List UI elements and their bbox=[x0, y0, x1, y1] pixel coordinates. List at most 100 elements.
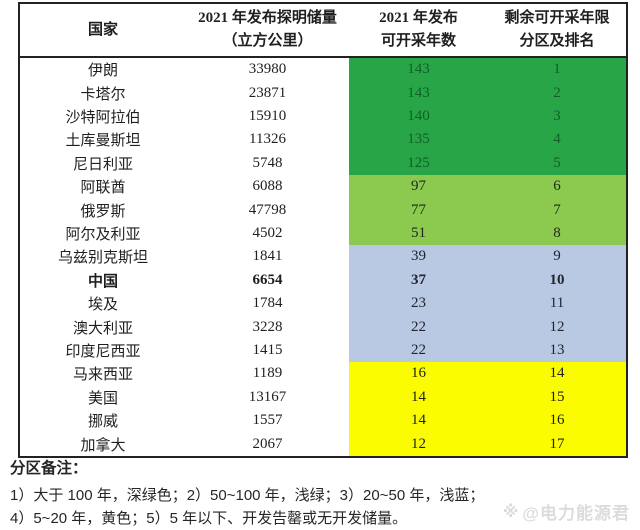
reserves-cell: 4502 bbox=[252, 225, 283, 242]
table-row: 卡塔尔 23871 143 2 bbox=[20, 81, 626, 105]
rank-cell: 3 bbox=[488, 104, 626, 129]
years-cell: 37 bbox=[349, 268, 488, 293]
rank-cell: 11 bbox=[488, 292, 626, 316]
watermark-logo-icon: ※ bbox=[502, 503, 520, 521]
country-cell: 澳大利亚 bbox=[72, 320, 133, 337]
table-row: 尼日利亚 5748 125 5 bbox=[20, 151, 626, 176]
table-row: 加拿大 2067 12 17 bbox=[20, 432, 626, 456]
header-reserves-line1: 2021 年发布探明储量 bbox=[198, 10, 337, 26]
years-cell: 77 bbox=[349, 198, 488, 222]
country-cell: 乌兹别克斯坦 bbox=[57, 250, 148, 267]
years-cell: 135 bbox=[349, 128, 488, 152]
rank-cell: 16 bbox=[488, 409, 626, 433]
rank-cell: 5 bbox=[488, 151, 626, 176]
table-row: 土库曼斯坦 11326 135 4 bbox=[20, 128, 626, 152]
years-cell: 39 bbox=[349, 245, 488, 269]
country-cell: 埃及 bbox=[87, 297, 118, 314]
rank-cell: 13 bbox=[488, 338, 626, 363]
years-cell: 16 bbox=[349, 362, 488, 386]
table-row: 中国 6654 37 10 bbox=[20, 268, 626, 293]
rank-cell: 8 bbox=[488, 221, 626, 246]
gas-reserves-table: 国家 2021 年发布探明储量 （立方公里） 2021 年发布 可开采年数 剩余… bbox=[18, 2, 628, 458]
country-cell: 加拿大 bbox=[80, 437, 126, 454]
watermark: ※ @电力能源君 bbox=[503, 499, 630, 524]
table-row: 阿尔及利亚 4502 51 8 bbox=[20, 221, 626, 246]
rank-cell: 1 bbox=[488, 58, 626, 82]
rank-cell: 7 bbox=[488, 198, 626, 222]
header-country-label: 国家 bbox=[87, 21, 118, 38]
years-cell: 12 bbox=[349, 432, 488, 456]
header-years-line1: 2021 年发布 bbox=[379, 10, 458, 26]
reserves-cell: 6654 bbox=[252, 271, 283, 288]
country-cell: 土库曼斯坦 bbox=[65, 133, 141, 150]
rank-cell: 12 bbox=[488, 315, 626, 339]
header-reserves-line2: （立方公里） bbox=[222, 33, 313, 49]
reserves-cell: 33980 bbox=[248, 61, 287, 78]
header-reserves: 2021 年发布探明储量 （立方公里） bbox=[186, 4, 349, 56]
reserves-cell: 1557 bbox=[252, 412, 283, 429]
reserves-cell: 1415 bbox=[252, 342, 283, 359]
header-rank: 剩余可开采年限 分区及排名 bbox=[488, 4, 626, 56]
table-row: 阿联酋 6088 97 6 bbox=[20, 175, 626, 199]
legend-line-2: 4）5~20 年，黄色；5）5 年以下、开发告罄或无开发储量。 bbox=[10, 510, 408, 527]
country-cell: 尼日利亚 bbox=[72, 156, 133, 173]
reserves-cell: 6088 bbox=[252, 178, 283, 195]
years-cell: 14 bbox=[349, 409, 488, 433]
table-row: 马来西亚 1189 16 14 bbox=[20, 362, 626, 386]
country-cell: 阿联酋 bbox=[80, 180, 126, 197]
reserves-cell: 13167 bbox=[248, 388, 287, 405]
reserves-cell: 1841 bbox=[252, 248, 283, 265]
reserves-cell: 1189 bbox=[252, 365, 283, 382]
reserves-cell: 15910 bbox=[248, 108, 287, 125]
table-row: 澳大利亚 3228 22 12 bbox=[20, 315, 626, 339]
rank-cell: 10 bbox=[488, 268, 626, 293]
rank-cell: 4 bbox=[488, 128, 626, 152]
years-cell: 143 bbox=[349, 58, 488, 82]
table-row: 美国 13167 14 15 bbox=[20, 385, 626, 410]
years-cell: 125 bbox=[349, 151, 488, 176]
header-country: 国家 bbox=[20, 4, 186, 56]
rank-cell: 17 bbox=[488, 432, 626, 456]
rank-cell: 6 bbox=[488, 175, 626, 199]
table-row: 乌兹别克斯坦 1841 39 9 bbox=[20, 245, 626, 269]
country-cell: 挪威 bbox=[87, 414, 118, 431]
years-cell: 14 bbox=[349, 385, 488, 410]
years-cell: 97 bbox=[349, 175, 488, 199]
rank-cell: 15 bbox=[488, 385, 626, 410]
header-rank-line2: 分区及排名 bbox=[519, 33, 595, 49]
table-header-row: 国家 2021 年发布探明储量 （立方公里） 2021 年发布 可开采年数 剩余… bbox=[20, 4, 626, 58]
country-cell: 俄罗斯 bbox=[80, 203, 126, 220]
reserves-cell: 5748 bbox=[252, 154, 283, 171]
country-cell: 沙特阿拉伯 bbox=[65, 110, 141, 127]
years-cell: 140 bbox=[349, 104, 488, 129]
country-cell: 马来西亚 bbox=[72, 367, 133, 384]
header-rank-line1: 剩余可开采年限 bbox=[504, 10, 610, 26]
years-cell: 143 bbox=[349, 81, 488, 105]
reserves-cell: 2067 bbox=[252, 435, 283, 452]
reserves-cell: 3228 bbox=[252, 318, 283, 335]
years-cell: 22 bbox=[349, 315, 488, 339]
reserves-cell: 47798 bbox=[248, 201, 287, 218]
country-cell: 阿尔及利亚 bbox=[65, 227, 141, 244]
table-row: 印度尼西亚 1415 22 13 bbox=[20, 338, 626, 363]
rank-cell: 9 bbox=[488, 245, 626, 269]
header-years-line2: 可开采年数 bbox=[380, 33, 456, 49]
reserves-cell: 23871 bbox=[248, 84, 287, 101]
table-row: 俄罗斯 47798 77 7 bbox=[20, 198, 626, 222]
table-row: 沙特阿拉伯 15910 140 3 bbox=[20, 104, 626, 129]
table-row: 埃及 1784 23 11 bbox=[20, 292, 626, 316]
country-cell: 中国 bbox=[87, 273, 118, 290]
years-cell: 22 bbox=[349, 338, 488, 363]
table-row: 伊朗 33980 143 1 bbox=[20, 58, 626, 82]
country-cell: 伊朗 bbox=[87, 63, 118, 80]
country-cell: 卡塔尔 bbox=[80, 86, 126, 103]
reserves-cell: 1784 bbox=[252, 295, 283, 312]
table-row: 挪威 1557 14 16 bbox=[20, 409, 626, 433]
header-years: 2021 年发布 可开采年数 bbox=[349, 4, 488, 56]
country-cell: 印度尼西亚 bbox=[65, 344, 141, 361]
watermark-text: @电力能源君 bbox=[522, 504, 630, 523]
rank-cell: 14 bbox=[488, 362, 626, 386]
rank-cell: 2 bbox=[488, 81, 626, 105]
legend-line-1: 1）大于 100 年，深绿色；2）50~100 年，浅绿；3）20~50 年，浅… bbox=[10, 487, 485, 504]
